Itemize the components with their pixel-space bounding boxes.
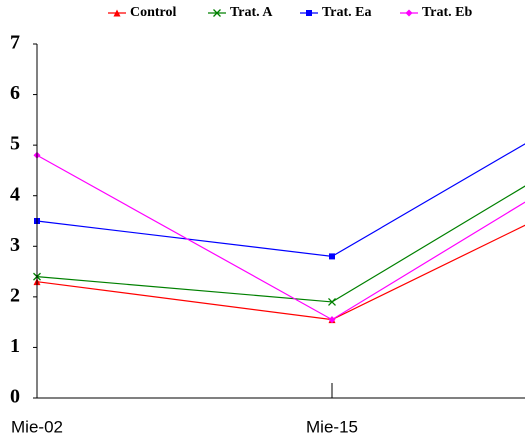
y-tick-label: 5 xyxy=(10,133,20,155)
marker xyxy=(328,316,336,324)
legend-label: Control xyxy=(130,5,177,20)
plot-area xyxy=(33,143,525,324)
y-tick-label: 6 xyxy=(10,82,20,104)
x-tick-label: Mie-15 xyxy=(306,417,358,436)
y-tick-label: 3 xyxy=(10,234,20,256)
marker xyxy=(329,253,335,260)
y-tick-label: 7 xyxy=(10,32,20,54)
marker xyxy=(328,297,336,306)
series-line xyxy=(36,185,525,303)
x-tick-label: Mie-02 xyxy=(11,417,63,436)
y-tick-label: 4 xyxy=(10,183,20,205)
y-tick-label: 1 xyxy=(10,335,20,357)
y-tick-label: 2 xyxy=(10,284,20,306)
marker xyxy=(405,9,413,17)
marker xyxy=(213,9,221,17)
legend-label: Trat. Ea xyxy=(322,5,372,20)
y-tick-label: 0 xyxy=(10,386,20,408)
legend-label: Trat. Eb xyxy=(422,5,473,20)
legend-label: Trat. A xyxy=(230,5,273,20)
marker xyxy=(306,10,312,16)
marker xyxy=(113,9,121,17)
